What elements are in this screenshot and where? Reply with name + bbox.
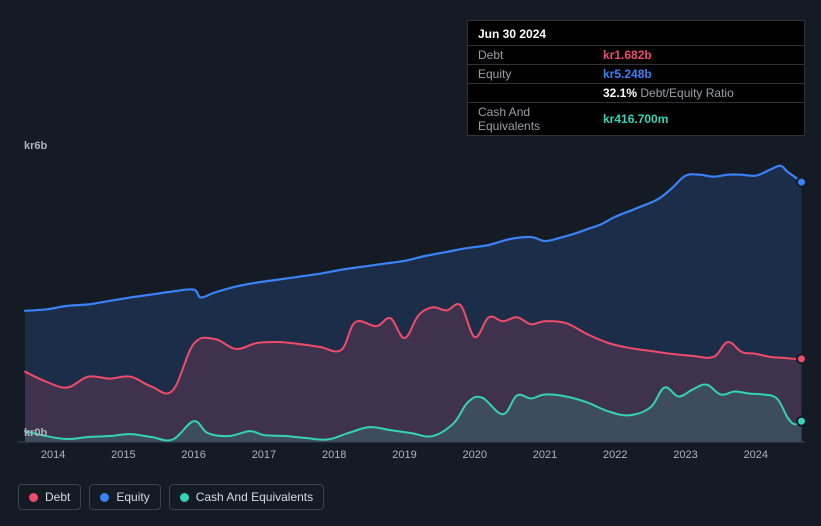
legend-item-debt[interactable]: Debt — [18, 484, 81, 510]
x-axis-label: 2014 — [41, 449, 65, 461]
legend-item-cash[interactable]: Cash And Equivalents — [169, 484, 324, 510]
tooltip-row-label: Cash And Equivalents — [468, 103, 593, 136]
legend-dot-icon — [180, 493, 189, 502]
tooltip-row: Debtkr1.682b — [468, 46, 804, 65]
legend-dot-icon — [29, 493, 38, 502]
financials-chart: kr6b kr0b 2014 2015 2016 2017 2018 2019 2020 2021… — [0, 0, 821, 526]
end-marker-cash — [797, 417, 806, 426]
end-marker-debt — [797, 354, 806, 363]
tooltip-row-value: kr5.248b — [593, 65, 804, 84]
tooltip-row-value: 32.1% Debt/Equity Ratio — [593, 84, 804, 103]
x-axis-label: 2024 — [744, 449, 768, 461]
x-axis-label: 2015 — [111, 449, 135, 461]
x-axis-label: 2018 — [322, 449, 346, 461]
chart-legend: Debt Equity Cash And Equivalents — [18, 484, 324, 510]
tooltip-row: 32.1% Debt/Equity Ratio — [468, 84, 804, 103]
tooltip-row-label: Equity — [468, 65, 593, 84]
legend-item-label: Cash And Equivalents — [196, 490, 313, 504]
x-axis-label: 2016 — [181, 449, 205, 461]
x-axis-label: 2022 — [603, 449, 627, 461]
x-axis-label: 2019 — [392, 449, 416, 461]
tooltip-row: Cash And Equivalentskr416.700m — [468, 103, 804, 136]
legend-item-equity[interactable]: Equity — [89, 484, 160, 510]
x-axis-label: 2023 — [673, 449, 697, 461]
y-axis-label: kr6b — [24, 140, 48, 152]
tooltip-row-value: kr416.700m — [593, 103, 804, 136]
tooltip-row-value: kr1.682b — [593, 46, 804, 65]
x-axis-label: 2020 — [462, 449, 486, 461]
tooltip-table: Debtkr1.682bEquitykr5.248b32.1% Debt/Equ… — [468, 45, 804, 135]
legend-item-label: Equity — [116, 490, 149, 504]
tooltip-row: Equitykr5.248b — [468, 65, 804, 84]
tooltip-date: Jun 30 2024 — [468, 21, 804, 45]
tooltip-row-label: Debt — [468, 46, 593, 65]
end-marker-equity — [797, 178, 806, 187]
y-axis-label: kr0b — [24, 427, 48, 439]
x-axis-label: 2017 — [252, 449, 276, 461]
legend-item-label: Debt — [45, 490, 70, 504]
tooltip-row-label — [468, 84, 593, 103]
x-axis-label: 2021 — [533, 449, 557, 461]
chart-tooltip: Jun 30 2024 Debtkr1.682bEquitykr5.248b32… — [467, 20, 805, 136]
legend-dot-icon — [100, 493, 109, 502]
